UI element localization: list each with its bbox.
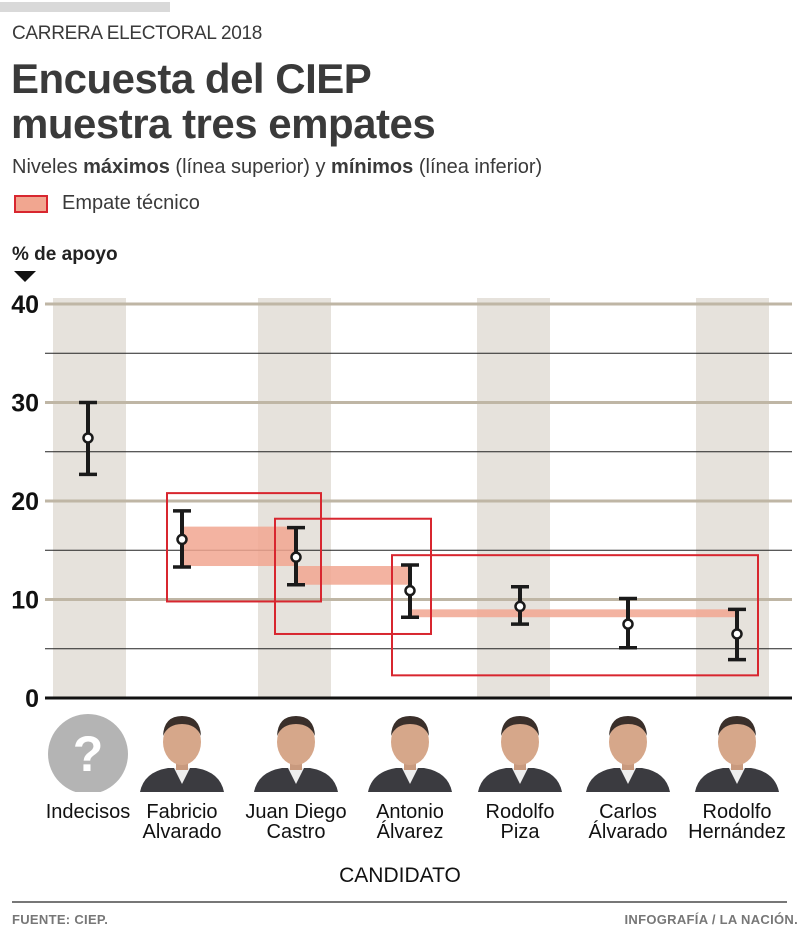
candidate-name-line1: Carlos: [599, 801, 657, 823]
candidate-name-line2: Hernández: [688, 821, 786, 843]
top-accent-bar: [0, 2, 170, 12]
candidate-name-line2: Álvarez: [376, 821, 444, 843]
candidate-name-line1: Rodolfo: [485, 801, 555, 823]
candidate-item: Rodolfo Hernández: [682, 706, 792, 842]
subtitle-text: (línea superior) y: [169, 156, 332, 178]
y-axis-label: % de apoyo: [12, 244, 118, 265]
column-shade: [258, 298, 331, 698]
portrait-icon: [368, 716, 452, 792]
subtitle-text: Niveles: [12, 156, 84, 178]
kicker: CARRERA ELECTORAL 2018: [12, 23, 263, 44]
candidate-name-line1: Antonio: [376, 801, 444, 823]
candidate-item: Carlos Álvarado: [573, 706, 683, 842]
title-line-2: muestra tres empates: [11, 100, 436, 147]
candidate-name-line2: Alvarado: [142, 821, 222, 843]
candidate-name: Carlos Álvarado: [573, 802, 683, 842]
candidate-item: Antonio Álvarez: [355, 706, 465, 842]
subtitle: Niveles máximos (línea superior) y mínim…: [12, 156, 542, 179]
candidate-portrait: [584, 706, 672, 792]
candidate-name-line2: Castro: [266, 821, 326, 843]
subtitle-text: (línea inferior): [413, 156, 543, 178]
y-tick-label: 40: [11, 291, 39, 319]
candidate-item: Fabricio Alvarado: [127, 706, 237, 842]
y-tick-label: 30: [11, 390, 39, 418]
portrait-icon: [695, 716, 779, 792]
empate-box: [274, 517, 432, 635]
candidate-portrait: [252, 706, 340, 792]
legend-label: Empate técnico: [62, 192, 200, 214]
candidate-portrait: [366, 706, 454, 792]
y-tick-label: 20: [11, 488, 39, 516]
empate-band: [296, 566, 410, 585]
candidate-name-line2: Álvarado: [588, 821, 668, 843]
column-shade: [477, 298, 550, 698]
y-tick-label: 0: [25, 685, 39, 713]
footer-divider: [12, 901, 787, 903]
candidate-item: Rodolfo Piza: [465, 706, 575, 842]
empate-band: [182, 526, 296, 567]
portrait-icon: [140, 716, 224, 792]
portrait-icon: [478, 716, 562, 792]
candidate-portrait: [138, 706, 226, 792]
y-tick-label: 10: [11, 587, 39, 615]
estimate-point: [514, 600, 526, 613]
candidate-name: Rodolfo Piza: [465, 802, 575, 842]
y-axis-arrow-icon: [14, 271, 36, 282]
title-line-1: Encuesta del CIEP: [11, 55, 372, 102]
candidate-name: Antonio Álvarez: [355, 802, 465, 842]
subtitle-bold-min: mínimos: [331, 156, 414, 178]
estimate-point: [176, 533, 188, 546]
question-mark-icon: ?: [44, 706, 132, 792]
candidate-name: Rodolfo Hernández: [682, 802, 792, 842]
portrait-icon: [586, 716, 670, 792]
candidate-item: ? Indecisos: [33, 706, 143, 822]
estimate-point: [82, 432, 94, 444]
chart-title: Encuesta del CIEP muestra tres empates: [11, 55, 436, 147]
empate-band: [410, 609, 737, 618]
candidate-name: Juan Diego Castro: [241, 802, 351, 842]
candidate-name-line1: Rodolfo: [702, 801, 772, 823]
question-circle: ?: [48, 714, 128, 792]
candidate-name-line1: Fabricio: [146, 801, 218, 823]
portrait-icon: [254, 716, 338, 792]
empate-box: [166, 492, 322, 603]
candidate-name-line1: Juan Diego: [245, 801, 347, 823]
column-shade: [53, 298, 126, 698]
candidate-name: Indecisos: [33, 802, 143, 822]
estimate-point: [404, 584, 416, 597]
legend-swatch-empate: [14, 194, 48, 213]
source-note: FUENTE: CIEP.: [12, 912, 109, 927]
candidate-name: Fabricio Alvarado: [127, 802, 237, 842]
estimate-point: [290, 551, 302, 563]
candidate-portrait: [693, 706, 781, 792]
estimate-point: [731, 628, 743, 640]
credit-note: INFOGRAFÍA / LA NACIÓN.: [624, 912, 798, 927]
candidate-portrait: [476, 706, 564, 792]
x-axis-label: CANDIDATO: [339, 864, 461, 887]
empate-box: [391, 554, 759, 677]
estimate-point: [622, 618, 634, 630]
candidate-name-line1: Indecisos: [45, 801, 131, 823]
legend: Empate técnico: [14, 192, 200, 215]
subtitle-bold-max: máximos: [83, 156, 170, 178]
candidate-item: Juan Diego Castro: [241, 706, 351, 842]
candidate-name-line2: Piza: [500, 821, 540, 843]
